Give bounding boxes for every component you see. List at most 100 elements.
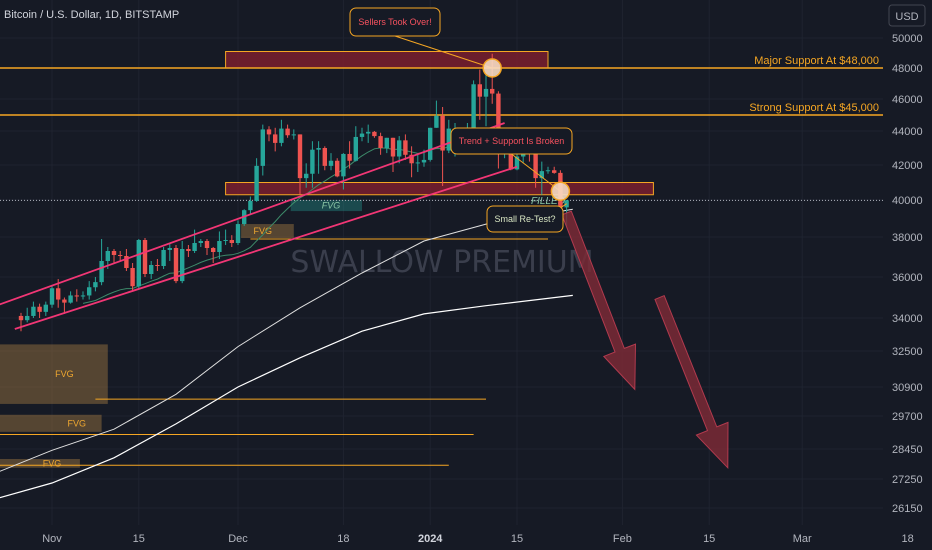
y-axis-panel[interactable] [883,0,932,525]
fvg-label: FVG [68,418,87,428]
candle-body [18,315,24,321]
strong-support-label: Strong Support At $45,000 [749,102,879,114]
candle-body [235,224,241,243]
candle-body [124,256,129,268]
resistance-zone [225,182,654,196]
candle-body [291,134,296,136]
forecast-arrows [561,210,729,470]
candle-body [483,88,489,97]
candle-body [397,140,402,157]
candle-body [74,295,79,297]
candle-body [390,137,396,157]
x-tick-label: Dec [228,533,248,545]
fvg-label: FVG [322,201,341,211]
watermark: SWALLOW PREMIUM [290,245,593,280]
candle-body [105,251,110,261]
candle-body [136,240,141,287]
candle-body [477,84,482,97]
candle-body [25,315,30,321]
trend-channel [0,122,518,330]
candle-body [161,250,166,266]
candle-body [229,240,234,243]
candle-body [223,240,228,241]
forecast-arrow-long [654,294,729,470]
candle-body [471,84,476,132]
candle-body [173,248,179,282]
chart-title: Bitcoin / U.S. Dollar, 1D, BITSTAMP [4,9,179,21]
y-tick-label: 29700 [892,411,923,423]
candle-body [198,241,203,243]
forecast-arrow-short [561,210,637,391]
y-tick-label: 50000 [892,33,923,45]
candle-body [490,88,495,94]
ma-medium-line [0,208,573,472]
candle-body [68,295,73,303]
fvg-label: FVG [254,226,273,236]
y-tick-label: 26150 [892,503,923,515]
candle-body [167,248,172,250]
candle-body [297,134,303,179]
candle-body [415,162,420,164]
candle-body [341,153,346,177]
x-tick-label: Mar [793,533,812,545]
callout-text: Trend + Support Is Broken [459,136,564,146]
candle-body [372,131,377,137]
y-tick-label: 46000 [892,94,923,106]
candle-body [273,134,278,143]
candle-body [211,248,216,252]
y-tick-label: 34000 [892,313,923,325]
candle-body [403,140,408,155]
candles [18,53,569,332]
candle-body [49,288,55,305]
callout-box [349,7,441,37]
candle-body [434,115,439,128]
y-tick-label: 30900 [892,382,923,394]
callout-text: Sellers Took Over! [358,17,431,27]
fvg-label: FVG [43,458,62,468]
x-tick-label: 15 [133,533,145,545]
candle-body [80,295,86,297]
candle-body [56,288,61,300]
callout-pointer [394,35,493,69]
x-tick-label: 15 [703,533,715,545]
ma-long-line [0,294,573,499]
y-axis: 26150 27250 28450 29700 30900 32500 34000 36000… [892,33,923,515]
candle-body [149,265,154,274]
candle-body [266,129,272,135]
x-axis-panel[interactable] [0,525,932,550]
candle-body [192,243,197,251]
candle-body [328,160,334,166]
candle-body [409,154,414,164]
candle-body [316,148,321,150]
candle-body [335,160,340,177]
candle-body [421,159,427,163]
candle-body [217,241,222,252]
candle-body [118,255,123,256]
filled-label: FILLED [531,196,565,207]
candle-body [514,156,520,170]
callout-marker [550,181,571,201]
candle-body [428,127,433,160]
candle-body [353,136,358,161]
candle-body [111,251,117,255]
x-tick-label: 15 [511,533,523,545]
candle-body [508,150,513,170]
y-tick-label: 42000 [892,160,923,172]
candle-body [384,137,389,148]
candle-body [359,133,365,137]
candle-body [31,306,36,316]
fvg-zone [0,459,80,468]
candle-body [279,128,284,143]
candle-body [254,165,259,201]
callout-box [486,205,564,233]
candle-body [93,282,98,288]
candle-body [130,268,135,287]
currency-button[interactable]: USD [888,4,926,27]
callout-text: Small Re-Test? [494,214,555,224]
candle-body [99,261,104,283]
x-tick-label: 18 [901,533,913,545]
fvg-zone [0,344,108,404]
x-tick-label: 18 [337,533,349,545]
